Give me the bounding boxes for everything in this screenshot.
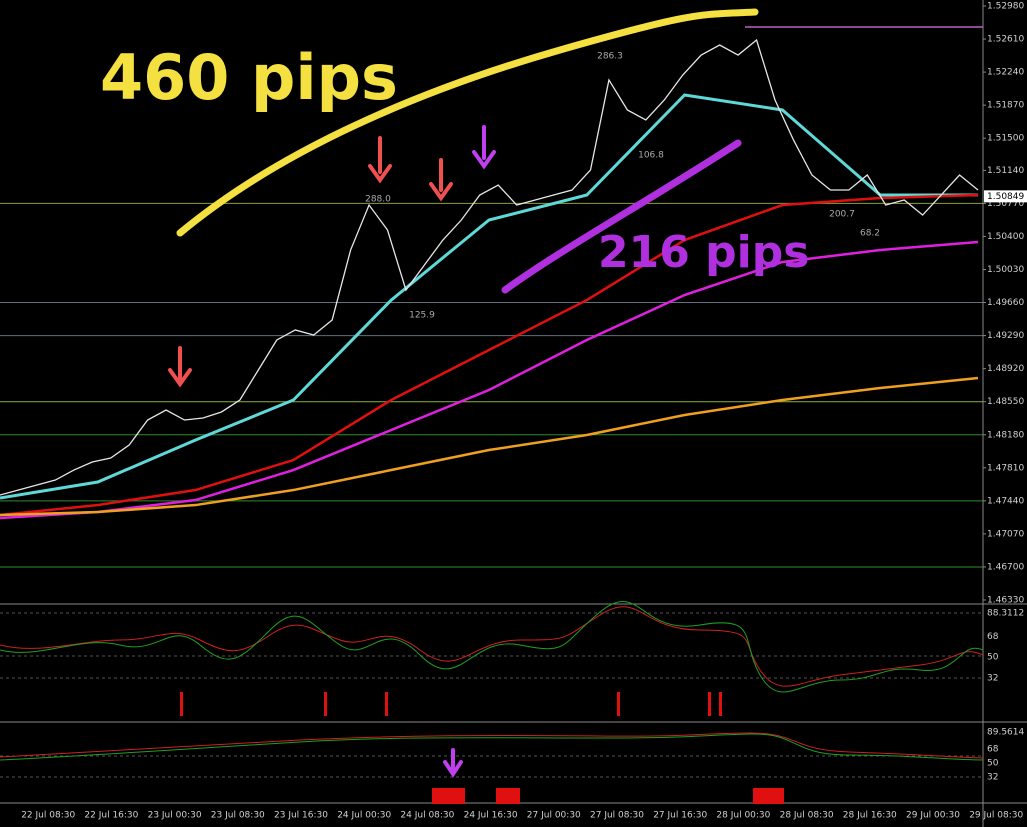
y-tick-label: 1.52240 [987,68,1024,78]
swing-label: 125.9 [409,311,435,321]
price-line [0,38,979,496]
x-tick-label: 27 Jul 08:30 [590,811,644,821]
x-tick-label: 24 Jul 00:30 [337,811,391,821]
indicator-tick-label: 50 [987,653,999,663]
y-tick-label: 1.48550 [987,397,1024,407]
swing-label: 200.7 [829,210,855,220]
y-tick-label: 1.49290 [987,331,1024,341]
y-tick-label: 1.50030 [987,265,1024,275]
indicator-tick-label: 50 [987,758,999,768]
indicator-tick-label: 88.3112 [987,609,1024,619]
x-tick-label: 28 Jul 00:30 [716,811,770,821]
annotation: 460 pips [100,41,398,114]
indicator-line [0,600,984,693]
signal-block [496,788,520,804]
moving-average [0,240,979,520]
handdrawn-curve [501,139,742,294]
arrow [368,136,392,184]
swing-label: 106.8 [638,151,664,161]
x-tick-label: 27 Jul 16:30 [653,811,707,821]
y-tick-label: 1.49660 [987,298,1024,308]
x-tick-label: 28 Jul 08:30 [780,811,834,821]
y-tick-label: 1.48920 [987,364,1024,374]
signal-block [432,788,465,804]
current-price-box [984,190,1027,203]
x-tick-label: 23 Jul 00:30 [148,811,202,821]
plot-lines [0,38,983,568]
signal-mark [617,692,620,716]
handdrawn-curve [176,8,759,237]
y-tick-label: 1.47070 [987,529,1024,539]
signal-mark [324,692,327,716]
arrow [429,158,453,202]
arrow [168,346,192,388]
indicator-tick-label: 89.5614 [987,728,1024,738]
y-tick-label: 1.47810 [987,463,1024,473]
x-tick-label: 23 Jul 16:30 [274,811,328,821]
y-tick-label: 1.51500 [987,134,1024,144]
indicator-line [0,606,984,687]
y-tick-label: 1.46330 [987,596,1024,606]
y-tick-label: 1.52610 [987,35,1024,45]
y-tick-label: 1.46700 [987,562,1024,572]
signal-mark [719,692,722,716]
y-tick-label: 1.50400 [987,232,1024,242]
drawings [168,8,759,388]
moving-average [0,193,979,517]
x-tick-label: 29 Jul 00:30 [906,811,960,821]
moving-average [0,93,978,500]
x-tick-label: 29 Jul 08:30 [969,811,1023,821]
arrow [443,748,463,778]
x-tick-label: 22 Jul 08:30 [21,811,75,821]
x-tick-label: 22 Jul 16:30 [84,811,138,821]
swing-label: 286.3 [597,52,623,62]
y-tick-label: 1.48180 [987,430,1024,440]
indicator-line [0,733,984,761]
x-tick-label: 28 Jul 16:30 [843,811,897,821]
signal-block [753,788,784,804]
signal-mark [708,692,711,716]
swing-label: 68.2 [860,229,880,239]
annotation: 216 pips [598,227,809,278]
arrow [472,125,496,170]
indicator-2 [0,732,984,804]
indicator-tick-label: 32 [987,674,998,684]
y-tick-label: 1.52980 [987,2,1024,12]
signal-mark [180,692,183,716]
indicator-line [0,732,984,759]
x-tick-label: 24 Jul 16:30 [464,811,518,821]
x-tick-label: 27 Jul 00:30 [527,811,581,821]
moving-average [0,376,979,517]
y-tick-label: 1.51140 [987,166,1024,176]
indicator-tick-label: 68 [987,632,999,642]
current-price-label: 1.50849 [987,192,1024,202]
indicator-1 [0,600,984,716]
indicator-tick-label: 68 [987,744,999,754]
signal-mark [385,692,388,716]
y-tick-label: 1.50770 [987,199,1024,209]
y-tick-label: 1.51870 [987,101,1024,111]
indicator-tick-label: 32 [987,773,998,783]
x-tick-label: 23 Jul 08:30 [211,811,265,821]
swing-label: 288.0 [365,195,391,205]
x-tick-label: 24 Jul 08:30 [400,811,454,821]
y-tick-label: 1.47440 [987,496,1024,506]
